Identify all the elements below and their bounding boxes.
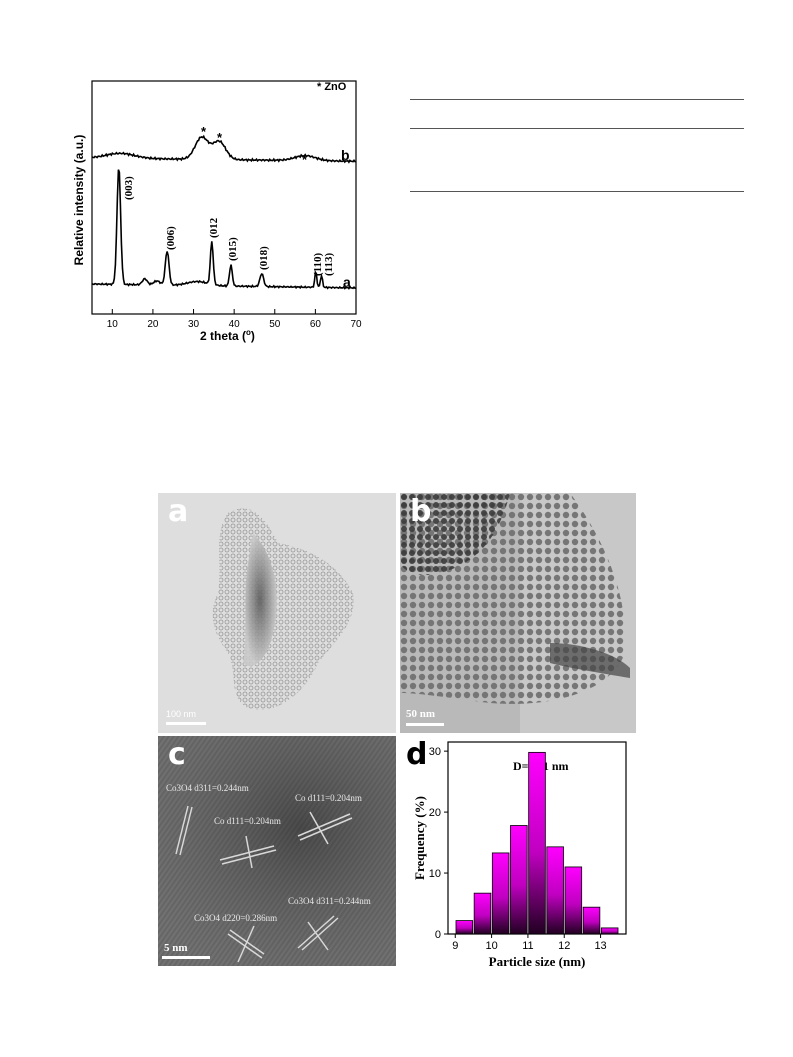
peak-label-006: (006): [165, 226, 177, 250]
tem-c-letter: c: [168, 737, 186, 772]
xrd-x-tick-label: 30: [188, 319, 200, 330]
histogram-y-label: Frequency (%): [412, 796, 427, 880]
peak-label-113: (113): [323, 252, 335, 276]
xrd-curve-b-label: b: [341, 147, 350, 163]
table-header-rule: [410, 128, 744, 129]
xrd-x-tick-label: 20: [147, 319, 159, 330]
tem-b-letter: b: [410, 494, 432, 529]
histogram-x-tick-label: 13: [594, 940, 606, 952]
tem-panel-a: a 100 nm: [158, 493, 396, 733]
xrd-x-tick-label: 60: [310, 319, 322, 330]
tem-c-scalebar: [162, 956, 210, 959]
histogram-x-tick-label: 10: [485, 940, 497, 952]
tem-a-scale-label: 100 nm: [166, 709, 197, 719]
histogram-letter: d: [406, 737, 427, 772]
lattice-label-1: Co3O4 d311=0.244nm: [166, 783, 249, 793]
xrd-curve-a-label: a: [343, 274, 351, 290]
histogram-bar: [564, 866, 583, 935]
tem-b-image: [400, 493, 636, 733]
xrd-curve-a: [91, 169, 356, 290]
xrd-x-ticks: 10 20 30 40 50 60 70: [107, 309, 362, 330]
xrd-legend: * ZnO: [317, 81, 347, 93]
zno-star-3: *: [302, 152, 308, 167]
xrd-x-tick-label: 40: [229, 319, 241, 330]
xrd-plot-frame: [91, 80, 357, 315]
histogram-x-label: Particle size (nm): [489, 954, 586, 969]
lattice-label-4: Co3O4 d311=0.244nm: [288, 896, 371, 906]
xrd-x-tick-label: 50: [269, 319, 281, 330]
histogram-y-tick-label: 0: [435, 929, 441, 941]
histogram-bar: [510, 825, 528, 935]
xrd-x-tick-label: 10: [107, 319, 119, 330]
histogram-bar: [473, 892, 492, 935]
table-bottom-rule: [410, 191, 744, 192]
xrd-chart: 10 20 30 40 50 60 70 * ZnO Relative intensity …: [72, 80, 362, 343]
histogram-bar: [528, 751, 546, 935]
histogram-y-tick-label: 20: [429, 807, 441, 819]
xrd-y-label: Relative intensity (a.u.): [72, 135, 86, 266]
peak-label-110: (110): [312, 252, 324, 276]
tem-panel-b: b 50 nm: [400, 493, 636, 733]
histogram-bar: [546, 846, 564, 935]
tem-b-scalebar: [406, 723, 444, 726]
tem-a-image: [212, 508, 354, 710]
histogram-y-ticks: 0 10 20 30: [429, 746, 448, 941]
zno-star-2: *: [217, 130, 223, 145]
zno-star-1: *: [201, 124, 207, 139]
xrd-x-tick-label: 70: [350, 319, 362, 330]
histogram-x-tick-label: 11: [522, 940, 533, 952]
xrd-curve-b: [91, 134, 356, 164]
lattice-label-2: Co d111=0.204nm: [214, 816, 281, 826]
peak-label-012: (012: [208, 217, 220, 238]
peak-label-003: (003): [123, 176, 135, 200]
peak-label-015: (015): [227, 237, 239, 261]
histogram-bar: [455, 920, 474, 935]
histogram-bar: [582, 906, 601, 935]
tem-panel-c: c Co3O4 d311=0.244nm Co d111=0.204nm Co …: [158, 736, 396, 966]
tem-c-scale-label: 5 nm: [164, 942, 188, 954]
histogram-y-tick-label: 10: [429, 868, 441, 880]
tem-c-image: [158, 736, 396, 966]
histogram-x-tick-label: 12: [558, 940, 570, 952]
tem-b-scale-label: 50 nm: [406, 708, 436, 720]
lattice-label-5: Co3O4 d220=0.286nm: [194, 913, 278, 923]
histogram-bars: [455, 751, 619, 935]
histogram-x-tick-label: 9: [452, 940, 458, 952]
xrd-x-label: 2 theta (o): [200, 328, 255, 343]
tem-a-scalebar: [166, 722, 206, 725]
peak-label-018: (018): [258, 246, 270, 270]
histogram-bar: [600, 927, 619, 935]
tem-a-letter: a: [168, 494, 189, 529]
table-top-rule: [410, 99, 744, 100]
lattice-label-3: Co d111=0.204nm: [295, 793, 362, 803]
histogram-y-tick-label: 30: [429, 746, 441, 758]
histogram-x-ticks: 9 10 11 12 13: [452, 934, 607, 952]
histogram-bar: [491, 852, 510, 935]
